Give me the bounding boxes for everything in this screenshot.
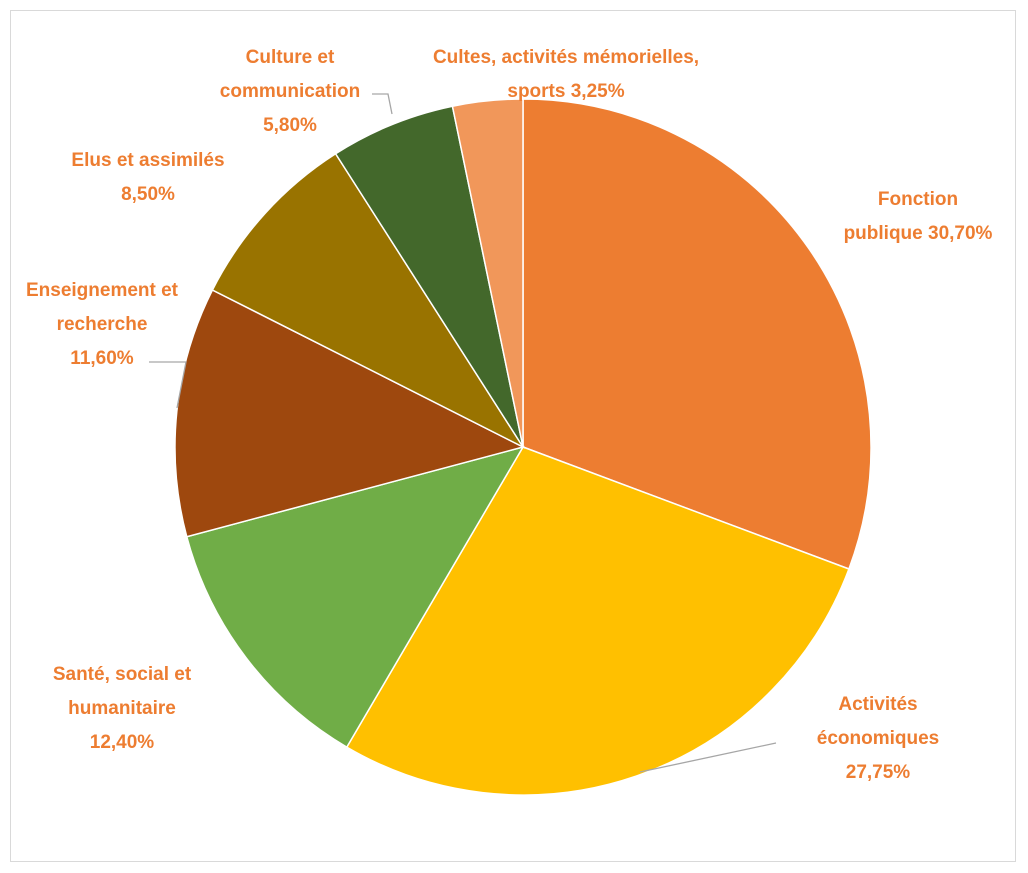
leader-line-culture-et-communication	[372, 93, 393, 115]
data-label-line: 27,75%	[846, 762, 911, 783]
data-label-line: Activités	[838, 694, 917, 715]
leader-lines	[149, 93, 777, 773]
data-label-line: humanitaire	[68, 698, 176, 719]
data-label-line: Elus et assimilés	[71, 150, 224, 171]
data-label-line: Cultes, activités mémorielles,	[433, 47, 699, 68]
data-label-enseignement-et-recherche: Enseignement et recherche 11,60%	[26, 280, 179, 369]
data-label-line: Enseignement et	[26, 280, 179, 301]
slice-labels: Fonction publique 30,70% Activités économiq…	[26, 47, 993, 783]
data-label-cultes-activites-memorielles-sports: Cultes, activités mémorielles, sports 3,2…	[433, 47, 699, 102]
pie-slice-elus-et-assimiles	[211, 152, 526, 449]
pie-slice-enseignement-et-recherche	[174, 288, 526, 538]
data-label-fonction-publique: Fonction publique 30,70%	[844, 189, 993, 244]
leader-line-activites-economiques	[639, 742, 777, 773]
leader-line-enseignement-et-recherche	[149, 361, 187, 409]
data-label-elus-et-assimiles: Elus et assimilés 8,50%	[71, 150, 224, 205]
data-label-line: sports 3,25%	[507, 81, 624, 102]
data-label-line: recherche	[57, 314, 148, 335]
pie-slice-fonction-publique	[522, 98, 872, 570]
data-label-line: 5,80%	[263, 115, 317, 136]
data-label-line: économiques	[817, 728, 939, 749]
pie-slice-cultes-activites-memorielles-sports	[451, 98, 524, 448]
data-label-line: publique 30,70%	[844, 223, 993, 244]
data-label-activites-economiques: Activités économiques 27,75%	[817, 694, 939, 783]
data-label-line: 11,60%	[70, 348, 133, 369]
pie-slice-culture-et-communication	[334, 105, 524, 448]
pie-slice-sante-social-et-humanitaire	[185, 445, 525, 749]
data-label-line: communication	[220, 81, 360, 102]
data-label-line: Culture et	[246, 47, 335, 68]
data-label-culture-et-communication: Culture et communication 5,80%	[220, 47, 360, 136]
data-label-line: 8,50%	[121, 184, 175, 205]
data-label-line: Santé, social et	[53, 664, 192, 685]
pie-slices	[174, 98, 872, 796]
data-label-line: 12,40%	[90, 732, 155, 753]
data-label-sante-social-et-humanitaire: Santé, social et humanitaire 12,40%	[53, 664, 192, 753]
data-label-line: Fonction	[878, 189, 958, 210]
